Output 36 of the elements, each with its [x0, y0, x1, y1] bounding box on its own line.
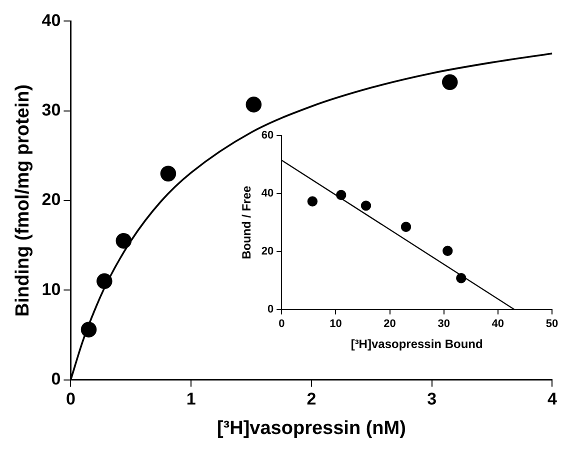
y-tick-label: 20	[261, 246, 274, 258]
x-tick-label: 40	[492, 318, 504, 330]
point	[400, 222, 412, 232]
x-tick-label: 2	[306, 390, 316, 409]
point	[116, 232, 132, 249]
x-tick-label: 4	[547, 390, 558, 409]
point	[456, 273, 466, 284]
y-tick-label: 40	[261, 188, 274, 200]
point	[80, 322, 97, 338]
x-tick-label: 20	[384, 318, 396, 330]
point	[307, 196, 318, 206]
x-tick-label: 0	[278, 318, 285, 330]
x-tick-label: 30	[438, 318, 450, 330]
point	[360, 200, 372, 211]
x-tick-label: 1	[186, 390, 196, 409]
y-tick-label: 60	[261, 130, 274, 142]
x-tick-label: 50	[546, 318, 558, 330]
y-tick-label: 0	[51, 369, 61, 388]
point	[442, 246, 453, 256]
y-tick-label: 30	[42, 100, 61, 120]
x-tick-label: 10	[330, 318, 342, 330]
y-tick-label: 10	[42, 280, 61, 299]
y-tick-label: 0	[268, 303, 274, 316]
y-tick-label: 20	[42, 190, 61, 210]
y-tick-label: 40	[42, 10, 61, 30]
x-axis-title: [³H]vasopressin (nM)	[216, 418, 406, 439]
x-tick-label: 0	[66, 390, 76, 409]
x-axis-title: [³H]vasopressin Bound	[350, 337, 483, 352]
point	[160, 166, 176, 182]
point	[442, 74, 458, 90]
y-axis-title: Bound / Free	[240, 186, 254, 260]
y-axis-title: Binding (fmol/mg protein)	[12, 84, 34, 317]
point	[246, 96, 262, 112]
point	[96, 273, 112, 290]
point	[336, 190, 346, 200]
x-tick-label: 3	[427, 390, 437, 409]
